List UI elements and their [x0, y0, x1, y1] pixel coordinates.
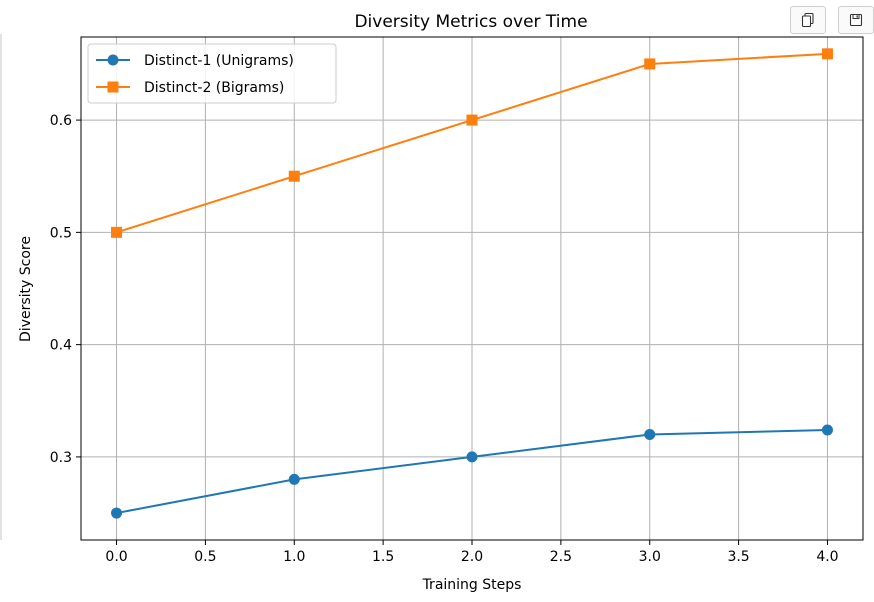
legend-frame: [87, 43, 337, 104]
x-axis-ticks: 0.0 0.5 1.0 1.5 2.0 2.5 3.0 3.5 4.0: [105, 540, 839, 565]
x-tick-label: 1.5: [372, 549, 394, 565]
data-point: [644, 58, 656, 70]
data-point: [288, 170, 300, 182]
data-point: [466, 451, 478, 463]
x-tick-label: 2.5: [550, 549, 572, 565]
data-point: [821, 48, 833, 60]
legend-item: Distinct-1 (Unigrams): [96, 53, 294, 69]
legend-label: Distinct-1 (Unigrams): [144, 53, 294, 69]
y-tick-label: 0.4: [50, 338, 72, 354]
y-tick-label: 0.3: [50, 450, 72, 466]
window-edge: [0, 34, 2, 540]
legend: Distinct-1 (Unigrams) Distinct-2 (Bigrams…: [87, 43, 337, 104]
chart-title: Diversity Metrics over Time: [354, 12, 587, 32]
data-point: [288, 473, 300, 485]
x-tick-label: 2.0: [461, 549, 483, 565]
legend-marker: [107, 54, 119, 66]
x-tick-label: 3.0: [639, 549, 661, 565]
save-button[interactable]: [838, 6, 874, 34]
y-tick-label: 0.6: [50, 113, 72, 129]
data-point: [466, 114, 478, 126]
y-axis-ticks: 0.3 0.4 0.5 0.6: [50, 113, 81, 466]
save-icon: [849, 13, 863, 27]
legend-item: Distinct-2 (Bigrams): [96, 80, 284, 96]
data-point: [644, 428, 656, 440]
copy-icon: [801, 12, 814, 28]
x-tick-label: 1.0: [283, 549, 305, 565]
x-tick-label: 0.5: [194, 549, 216, 565]
x-tick-label: 4.0: [816, 549, 838, 565]
series-1: [111, 424, 833, 519]
grid-lines: [81, 37, 863, 540]
x-tick-label: 0.0: [105, 549, 127, 565]
data-point: [111, 226, 123, 238]
y-axis-label: Diversity Score: [18, 236, 34, 342]
data-point: [821, 424, 833, 436]
x-tick-label: 3.5: [727, 549, 749, 565]
series-2: [111, 48, 833, 238]
copy-button[interactable]: [790, 6, 826, 34]
legend-label: Distinct-2 (Bigrams): [144, 80, 284, 96]
data-point: [111, 507, 123, 519]
x-axis-label: Training Steps: [422, 577, 522, 593]
series-layer: [111, 48, 833, 519]
y-tick-label: 0.5: [50, 225, 72, 241]
legend-marker: [107, 81, 119, 93]
